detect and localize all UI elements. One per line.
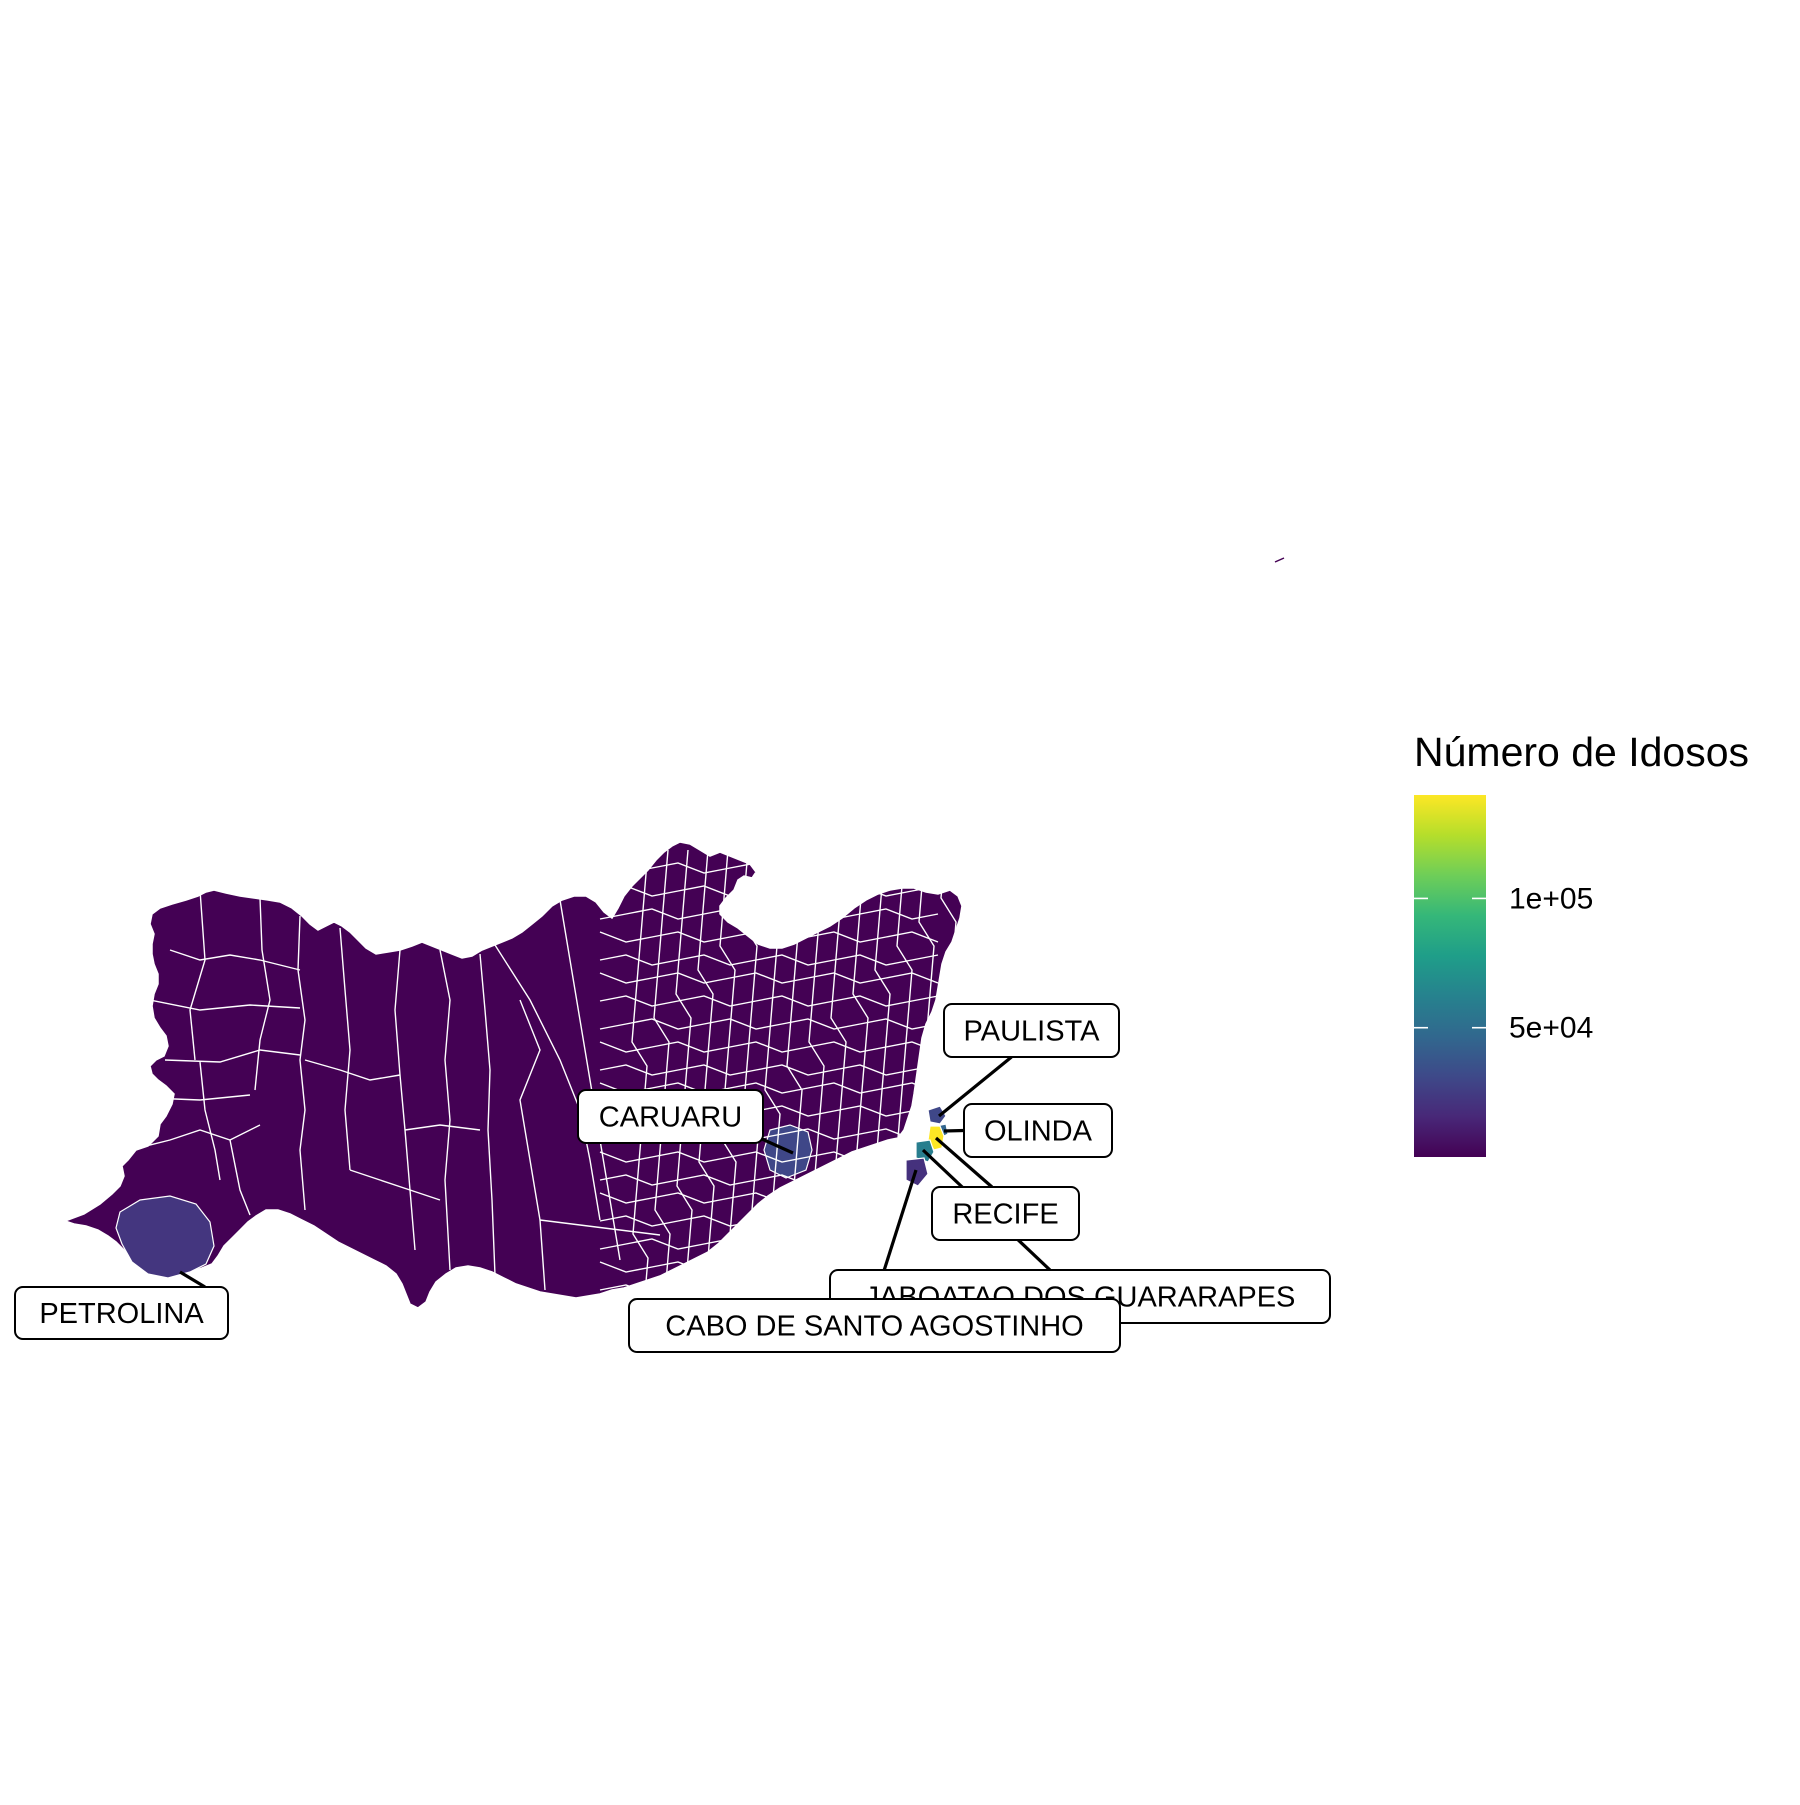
municipality-border — [599, 1082, 939, 1094]
legend-tick-label: 5e+04 — [1509, 1012, 1593, 1045]
legend-tick-label: 1e+05 — [1509, 882, 1593, 915]
city-label-text: OLINDA — [984, 1116, 1093, 1148]
legend-title: Número de Idosos — [1414, 729, 1749, 775]
municipality-border — [404, 1124, 481, 1131]
city-labels: PETROLINACARUARUPAULISTAOLINDARECIFEJABO… — [14, 1003, 1331, 1353]
city-label-text: PETROLINA — [39, 1298, 204, 1330]
municipality-border — [254, 897, 271, 1091]
legend-ticks: 5e+04 1e+05 — [1414, 882, 1593, 1045]
municipality-border — [164, 1049, 301, 1063]
city-label-text: RECIFE — [952, 1199, 1058, 1231]
city-label-box — [943, 1003, 1120, 1058]
leader-line — [179, 1270, 206, 1289]
municipality-border — [599, 1041, 939, 1053]
legend: Número de Idosos 5e+04 1e+05 — [1414, 729, 1749, 1157]
legend-colorbar — [1414, 795, 1486, 1157]
municipality-border — [479, 953, 496, 1276]
city-label: CARUARU — [577, 1089, 764, 1144]
municipality-border — [304, 1059, 401, 1081]
municipality-border — [599, 1064, 939, 1076]
municipality-paulista — [927, 1105, 947, 1125]
municipality-border — [519, 999, 546, 1291]
city-label-box — [14, 1286, 229, 1340]
city-label: PETROLINA — [14, 1286, 229, 1340]
municipality-border — [599, 954, 939, 966]
municipality-border — [199, 1061, 221, 1181]
municipality-border — [599, 972, 939, 984]
municipality-border — [599, 995, 939, 1007]
municipality-border — [339, 927, 351, 1171]
leader-line — [943, 1128, 965, 1133]
city-label: PAULISTA — [943, 1003, 1120, 1058]
municipality-border — [394, 949, 416, 1251]
city-label: OLINDA — [963, 1103, 1113, 1158]
city-label-box — [963, 1103, 1113, 1158]
city-label-text: PAULISTA — [964, 1016, 1101, 1048]
leader-line — [937, 1055, 1013, 1118]
municipality-border — [229, 1139, 251, 1216]
municipality-border — [439, 949, 451, 1271]
municipality-border — [653, 849, 671, 1283]
municipality-border — [169, 949, 301, 971]
municipality-petrolina — [115, 1195, 215, 1279]
municipality-border — [599, 1018, 939, 1030]
city-label: CABO DE SANTO AGOSTINHO — [628, 1298, 1121, 1353]
island-mark — [1274, 557, 1285, 563]
municipality-border — [189, 889, 206, 1061]
municipality-border — [631, 849, 649, 1283]
city-label-box — [577, 1089, 764, 1144]
municipality-border — [349, 1169, 441, 1201]
city-label-box — [931, 1186, 1080, 1241]
city-label-box — [628, 1298, 1121, 1353]
municipality-border — [675, 849, 693, 1283]
municipality-border — [129, 1124, 261, 1151]
city-label-text: CARUARU — [599, 1102, 742, 1134]
municipality-border — [559, 899, 621, 1261]
municipality-border — [719, 849, 737, 1283]
leader-line — [934, 1136, 994, 1189]
municipality-border — [494, 944, 601, 1221]
pernambuco-state-shape — [62, 841, 963, 1309]
city-label: RECIFE — [931, 1186, 1080, 1241]
municipality-border — [539, 1219, 661, 1236]
municipality-border — [149, 999, 301, 1011]
city-label-text: CABO DE SANTO AGOSTINHO — [665, 1311, 1083, 1343]
